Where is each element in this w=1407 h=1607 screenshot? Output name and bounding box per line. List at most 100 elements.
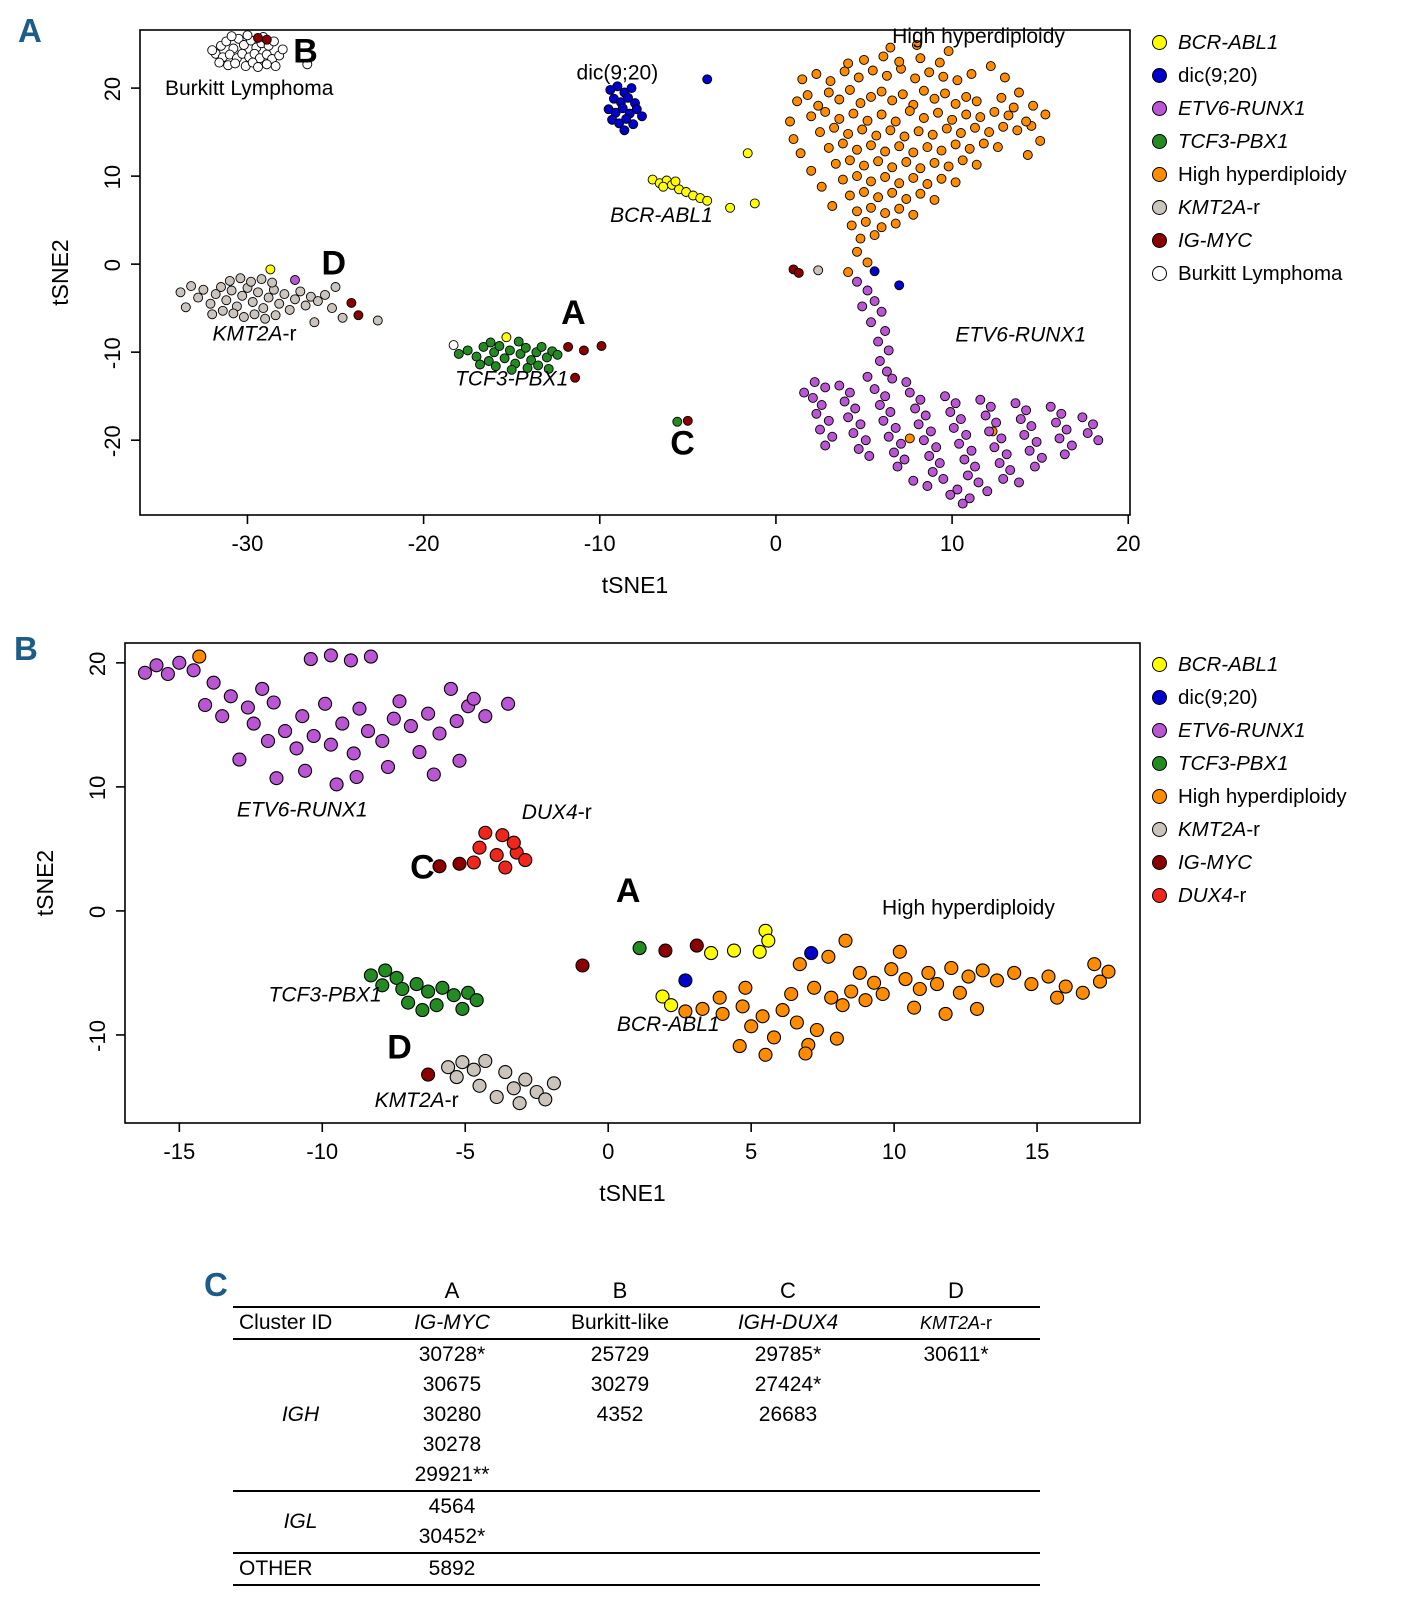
- data-point: [578, 345, 589, 356]
- data-point: [996, 433, 1007, 444]
- annotation: C: [670, 424, 695, 462]
- table-cell: 30452*: [418, 1525, 486, 1548]
- annotation: C: [410, 849, 435, 887]
- data-point: [799, 387, 810, 398]
- data-point: [506, 835, 521, 850]
- y-tick-label: 10: [85, 776, 110, 800]
- data-point: [837, 138, 848, 149]
- legend-item: IG-MYC: [1152, 224, 1402, 257]
- data-point: [887, 162, 898, 173]
- data-point: [973, 477, 984, 488]
- data-point: [426, 767, 441, 782]
- y-tick-label: 0: [85, 906, 110, 918]
- data-point: [1024, 445, 1035, 456]
- data-point: [998, 121, 1009, 132]
- data-point: [232, 752, 247, 767]
- data-point: [991, 417, 1002, 428]
- data-point: [221, 295, 232, 306]
- data-point: [922, 481, 933, 491]
- table-cell: [872, 1522, 1040, 1553]
- data-point: [921, 965, 936, 980]
- data-point: [823, 87, 834, 98]
- annotation: KMT2A-r: [375, 1089, 459, 1112]
- annotation: B: [293, 33, 318, 71]
- annotation: BCR-ABL1: [610, 204, 713, 227]
- data-point: [883, 345, 894, 356]
- legend-item: dic(9;20): [1152, 59, 1402, 92]
- legend-dot: [1152, 167, 1167, 182]
- annotation: ETV6-RUNX1: [955, 324, 1086, 347]
- data-point: [228, 308, 239, 319]
- data-point: [253, 62, 263, 72]
- data-point: [795, 148, 806, 159]
- data-point: [1010, 398, 1021, 409]
- legend-label: dic(9;20): [1178, 685, 1258, 709]
- data-point: [295, 709, 310, 724]
- data-point: [689, 938, 704, 953]
- annotation: BCR-ABL1: [617, 1013, 720, 1036]
- data-point: [950, 139, 961, 150]
- data-point: [970, 122, 980, 133]
- legend-item: TCF3-PBX1: [1152, 747, 1402, 780]
- legend-dot: [1152, 101, 1167, 116]
- data-point: [678, 973, 693, 988]
- data-point: [363, 968, 378, 983]
- data-point: [137, 665, 153, 680]
- data-point: [215, 709, 230, 724]
- data-point: [533, 360, 544, 371]
- row-group-label: OTHER: [233, 1552, 368, 1585]
- data-point: [401, 995, 416, 1010]
- table-cell: 4564: [368, 1490, 536, 1522]
- data-point: [992, 142, 1003, 153]
- data-point: [885, 125, 896, 136]
- data-point: [915, 53, 926, 64]
- data-point: [1087, 957, 1102, 972]
- data-point: [1050, 990, 1065, 1005]
- data-point: [278, 724, 293, 739]
- data-point: [1061, 424, 1072, 435]
- x-tick-label: 20: [1116, 531, 1140, 556]
- data-point: [874, 400, 885, 410]
- data-point: [499, 353, 510, 364]
- table-header-cell: Burkitt-like: [536, 1306, 704, 1340]
- plot-box: [139, 29, 1131, 516]
- data-point: [1092, 974, 1108, 989]
- table-cell: [872, 1400, 1040, 1430]
- data-point: [329, 777, 344, 792]
- data-point: [612, 81, 623, 92]
- data-point: [927, 129, 938, 140]
- legend-item: KMT2A-r: [1152, 813, 1402, 846]
- data-point: [375, 733, 390, 749]
- data-point: [323, 648, 338, 663]
- data-point: [929, 157, 940, 168]
- data-point: [249, 309, 260, 320]
- data-point: [959, 454, 970, 465]
- data-point: [453, 348, 464, 359]
- table-cell: 4352: [596, 1403, 644, 1426]
- data-point: [678, 1004, 693, 1019]
- data-point: [834, 94, 845, 105]
- data-point: [807, 392, 818, 403]
- x-tick-label: -30: [232, 531, 264, 556]
- data-point: [941, 123, 952, 134]
- data-point: [223, 689, 238, 704]
- data-point: [1088, 419, 1098, 430]
- data-point: [421, 984, 436, 999]
- data-point: [975, 394, 986, 405]
- data-point: [938, 1006, 953, 1021]
- data-point: [267, 277, 278, 288]
- data-point: [809, 1022, 824, 1038]
- table-cell: [872, 1490, 1040, 1522]
- data-point: [386, 711, 401, 726]
- data-point: [962, 470, 973, 481]
- row-group-label: IGL: [233, 1490, 368, 1553]
- legend-item: High hyperdiploidy: [1152, 158, 1402, 191]
- data-point: [815, 127, 825, 138]
- data-point: [330, 282, 341, 292]
- x-tick-label: 0: [770, 531, 782, 556]
- data-point: [628, 119, 639, 130]
- data-point: [931, 442, 942, 453]
- data-point: [501, 332, 512, 343]
- data-point: [944, 960, 959, 976]
- data-point: [852, 206, 862, 217]
